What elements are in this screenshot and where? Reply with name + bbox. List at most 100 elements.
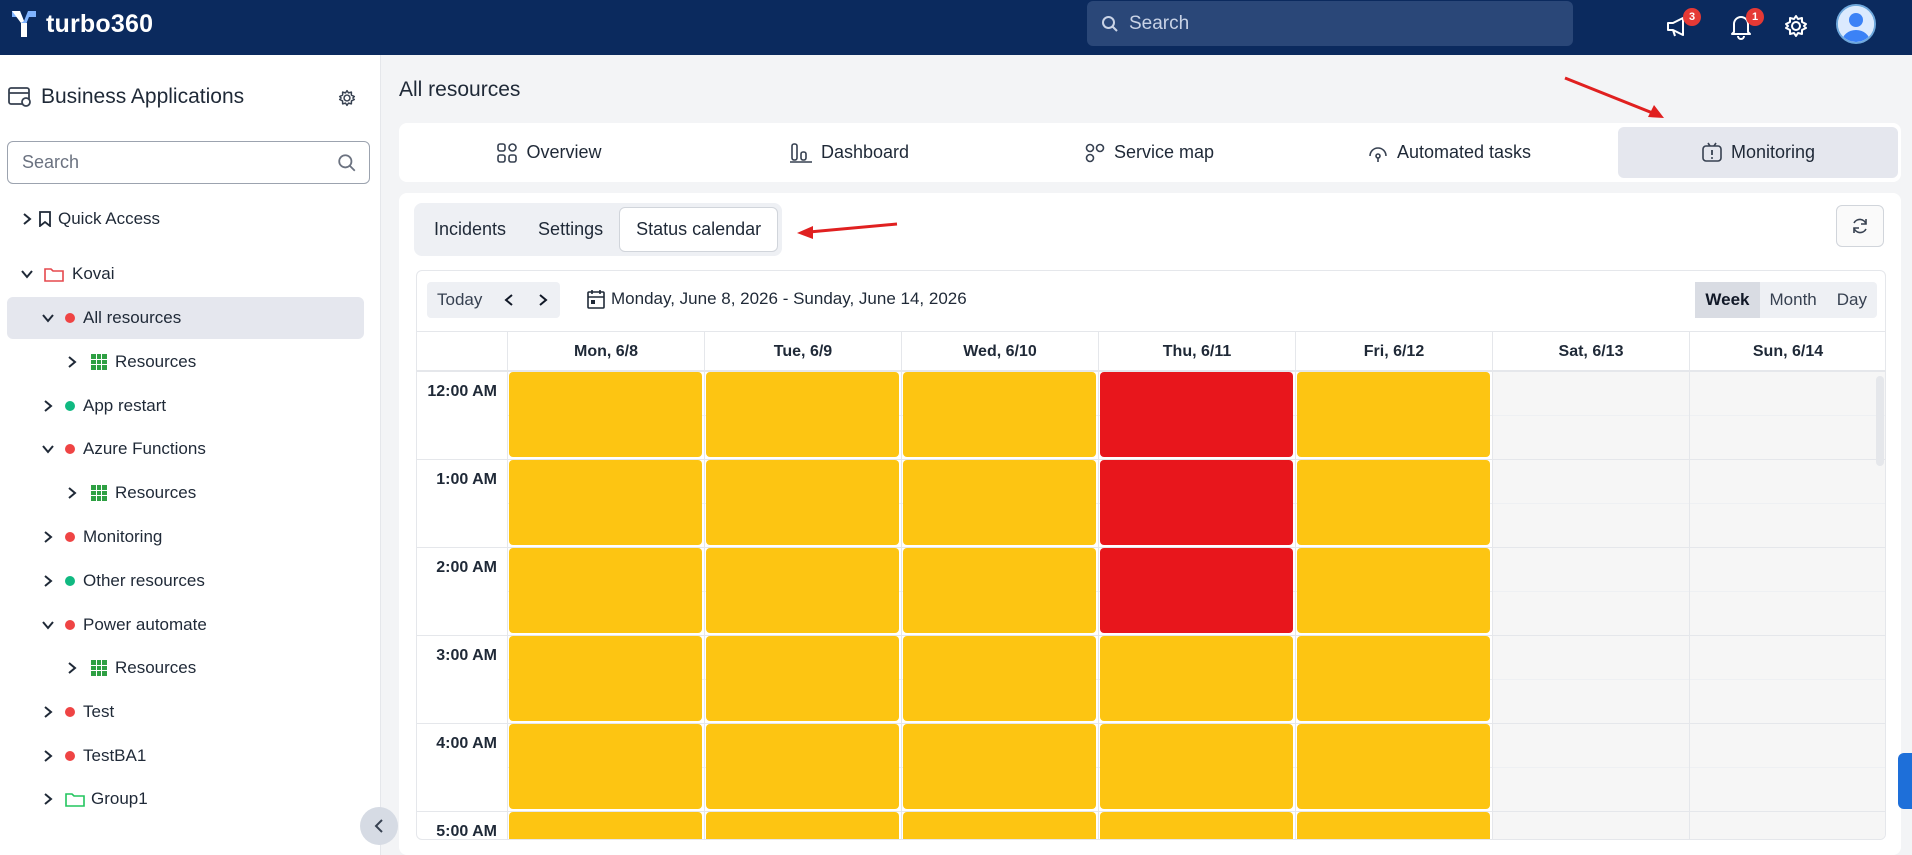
user-avatar[interactable] [1836, 4, 1876, 44]
status-block-warning[interactable] [706, 460, 899, 545]
calendar-scrollbar[interactable] [1876, 376, 1884, 466]
sidebar-item-resources[interactable]: Resources [7, 341, 364, 383]
status-calendar: Today Monday, June 8, 2026 - Sunday, Jun… [416, 270, 1886, 840]
subtab-status-calendar[interactable]: Status calendar [619, 207, 779, 252]
status-block-warning[interactable] [509, 460, 702, 545]
tab-label: Overview [526, 142, 602, 162]
hour-line [417, 459, 1885, 460]
settings-button[interactable] [1781, 11, 1811, 41]
day-column-line [1689, 371, 1690, 839]
sidebar-item-quick-access[interactable]: Quick Access [7, 198, 364, 240]
status-block-warning[interactable] [706, 372, 899, 457]
status-block-warning[interactable] [1100, 812, 1293, 839]
feedback-side-tab[interactable] [1898, 753, 1912, 809]
global-search-input[interactable]: Search [1087, 1, 1573, 46]
sidebar-item-other-resources[interactable]: Other resources [7, 560, 364, 602]
calendar-toolbar: Today Monday, June 8, 2026 - Sunday, Jun… [417, 271, 1885, 331]
tab-dashboard[interactable]: Dashboard [699, 127, 999, 178]
tab-monitoring[interactable]: Monitoring [1618, 127, 1898, 178]
status-block-warning[interactable] [706, 548, 899, 633]
view-week-button[interactable]: Week [1695, 282, 1760, 318]
sidebar-item-group1[interactable]: Group1 [7, 778, 364, 820]
status-block-warning[interactable] [1297, 812, 1490, 839]
notifications-button[interactable]: 1 [1726, 8, 1764, 41]
hour-line [417, 811, 1885, 812]
sidebar-item-app-restart[interactable]: App restart [7, 385, 364, 427]
status-block-warning[interactable] [903, 636, 1096, 721]
weekend-column [1689, 371, 1885, 839]
status-block-warning[interactable] [1297, 636, 1490, 721]
status-block-warning[interactable] [903, 548, 1096, 633]
status-block-warning[interactable] [903, 460, 1096, 545]
previous-week-button[interactable] [492, 293, 526, 307]
subtab-incidents[interactable]: Incidents [434, 219, 507, 239]
sidebar-item-azure-functions[interactable]: Azure Functions [7, 428, 364, 470]
date-range-label: Monday, June 8, 2026 - Sunday, June 14, … [611, 289, 967, 308]
status-block-warning[interactable] [509, 812, 702, 839]
status-block-error[interactable] [1100, 548, 1293, 633]
day-header: Thu, 6/11 [1098, 332, 1295, 372]
tab-label: Dashboard [820, 142, 910, 162]
subtab-settings[interactable]: Settings [538, 219, 604, 239]
announcements-button[interactable]: 3 [1663, 8, 1701, 41]
tab-overview[interactable]: Overview [399, 127, 699, 178]
sidebar-item-resources[interactable]: Resources [7, 647, 364, 689]
status-block-warning[interactable] [1297, 372, 1490, 457]
status-block-warning[interactable] [509, 724, 702, 809]
gear-icon [1785, 15, 1807, 37]
status-block-warning[interactable] [1100, 636, 1293, 721]
sidebar-item-power-automate[interactable]: Power automate [7, 604, 364, 646]
sidebar-item-label: Power automate [83, 615, 207, 634]
refresh-button[interactable] [1836, 205, 1884, 247]
grid-icon [91, 354, 107, 370]
sidebar-item-testba1[interactable]: TestBA1 [7, 735, 364, 777]
status-block-warning[interactable] [509, 636, 702, 721]
status-block-warning[interactable] [509, 548, 702, 633]
status-block-warning[interactable] [706, 812, 899, 839]
app-logo[interactable]: turbo360 [10, 9, 153, 39]
today-button[interactable]: Today [437, 290, 483, 309]
sidebar-item-all-resources[interactable]: All resources [7, 297, 364, 339]
status-block-warning[interactable] [1297, 548, 1490, 633]
tab-automated-tasks[interactable]: Automated tasks [1299, 127, 1599, 178]
status-block-warning[interactable] [903, 724, 1096, 809]
hour-line [417, 635, 1885, 636]
status-block-warning[interactable] [1297, 724, 1490, 809]
day-column-line [704, 371, 705, 839]
status-block-warning[interactable] [706, 636, 899, 721]
status-block-warning[interactable] [706, 724, 899, 809]
overview-icon [497, 142, 518, 163]
sidebar-search-input[interactable]: Search [7, 141, 370, 184]
chevron-down-icon [41, 618, 55, 632]
status-block-warning[interactable] [509, 372, 702, 457]
date-range[interactable]: Monday, June 8, 2026 - Sunday, June 14, … [587, 289, 967, 309]
status-block-warning[interactable] [903, 812, 1096, 839]
dashboard-icon [789, 142, 812, 163]
bookmark-icon [39, 211, 51, 227]
sidebar-settings-button[interactable] [336, 87, 358, 114]
time-label: 3:00 AM [436, 647, 497, 664]
announcements-badge: 3 [1683, 8, 1701, 26]
status-block-error[interactable] [1100, 460, 1293, 545]
sidebar-item-test[interactable]: Test [7, 691, 364, 733]
collapse-sidebar-button[interactable] [360, 807, 398, 845]
sidebar-item-monitoring[interactable]: Monitoring [7, 516, 364, 558]
global-search-placeholder: Search [1129, 12, 1190, 34]
grid-icon [91, 485, 107, 501]
chevron-left-icon [374, 819, 383, 833]
user-avatar-icon [1838, 6, 1874, 42]
sidebar-item-kovai[interactable]: Kovai [7, 253, 364, 295]
status-block-warning[interactable] [903, 372, 1096, 457]
status-block-error[interactable] [1100, 372, 1293, 457]
chevron-down-icon [41, 442, 55, 456]
view-day-button[interactable]: Day [1836, 290, 1867, 309]
status-block-warning[interactable] [1100, 724, 1293, 809]
sidebar-item-label: App restart [83, 396, 167, 415]
status-block-warning[interactable] [1297, 460, 1490, 545]
sidebar-item-label: Resources [115, 352, 197, 371]
next-week-button[interactable] [526, 293, 560, 307]
calendar-icon [587, 290, 605, 309]
tab-service-map[interactable]: Service map [999, 127, 1299, 178]
sidebar-item-resources[interactable]: Resources [7, 472, 364, 514]
view-month-button[interactable]: Month [1769, 290, 1817, 309]
